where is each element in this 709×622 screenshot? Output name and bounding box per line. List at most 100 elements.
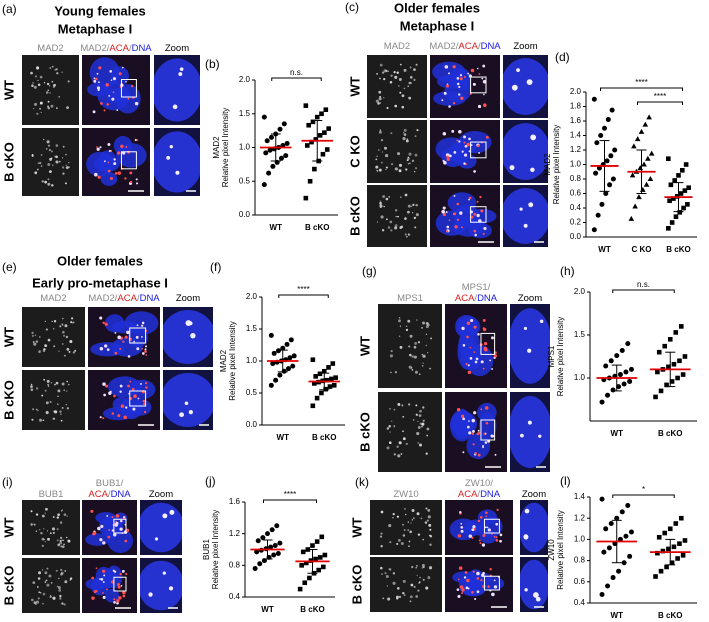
signal-dot bbox=[66, 348, 70, 351]
data-point bbox=[614, 515, 620, 521]
data-point bbox=[320, 151, 326, 157]
data-point bbox=[617, 372, 623, 378]
column-header: ACA/DNA bbox=[458, 489, 501, 500]
kinetochore bbox=[145, 381, 148, 385]
kinetochore bbox=[480, 579, 483, 582]
signal-dot bbox=[404, 217, 407, 220]
kinetochore bbox=[113, 162, 117, 166]
kinetochore bbox=[117, 585, 121, 589]
signal-dot bbox=[416, 574, 418, 577]
data-point bbox=[639, 186, 646, 192]
kinetochore bbox=[527, 420, 532, 425]
signal-dot bbox=[411, 369, 414, 371]
kinetochore bbox=[491, 368, 493, 370]
significance-bracket bbox=[278, 294, 329, 298]
signal-dot bbox=[403, 594, 406, 597]
data-point bbox=[669, 379, 675, 384]
row-label: WT bbox=[1, 327, 16, 347]
signal-dot bbox=[388, 441, 392, 444]
signal-dot bbox=[30, 510, 33, 513]
kinetochore bbox=[465, 163, 468, 166]
header-part: / bbox=[137, 293, 140, 304]
micrograph bbox=[445, 392, 507, 472]
header-part: / bbox=[478, 41, 481, 52]
signal-dot bbox=[66, 407, 69, 410]
signal-dot bbox=[381, 573, 383, 576]
kinetochore bbox=[136, 324, 139, 327]
signal-dot bbox=[415, 167, 418, 170]
dna-blob bbox=[466, 432, 491, 460]
kinetochore bbox=[443, 91, 447, 95]
significance-label: n.s. bbox=[290, 68, 303, 77]
data-point bbox=[268, 134, 274, 140]
signal-dot bbox=[41, 537, 45, 541]
signal-dot bbox=[383, 205, 385, 208]
kinetochore bbox=[99, 416, 102, 419]
y-tick-label: 0.6 bbox=[574, 577, 586, 586]
signal-dot bbox=[381, 71, 385, 74]
micrograph bbox=[22, 55, 79, 125]
micrograph bbox=[520, 557, 548, 612]
header-part: ZW10/ bbox=[465, 478, 493, 489]
signal-dot bbox=[66, 106, 69, 110]
kinetochore bbox=[442, 212, 447, 217]
panel-subtitle: Early pro-metaphase I bbox=[32, 275, 168, 290]
panel-label: (h) bbox=[560, 264, 575, 278]
kinetochore bbox=[126, 330, 130, 335]
signal-dot bbox=[393, 425, 396, 428]
kinetochore bbox=[110, 79, 113, 81]
data-point bbox=[683, 162, 689, 167]
data-point bbox=[313, 556, 318, 562]
signal-dot bbox=[53, 83, 56, 87]
signal-dot bbox=[394, 75, 398, 79]
image-bg bbox=[22, 55, 79, 125]
signal-dot bbox=[43, 138, 45, 141]
signal-dot bbox=[404, 508, 406, 510]
kinetochore bbox=[468, 431, 472, 435]
signal-dot bbox=[39, 161, 42, 165]
header-part: Zoom bbox=[165, 43, 189, 54]
kinetochore bbox=[104, 344, 108, 348]
kinetochore bbox=[472, 429, 475, 433]
signal-dot bbox=[408, 540, 411, 543]
header-part: DNA bbox=[111, 489, 132, 500]
signal-dot bbox=[379, 200, 382, 202]
kinetochore bbox=[479, 542, 482, 545]
signal-dot bbox=[380, 139, 384, 142]
kinetochore bbox=[480, 209, 484, 213]
signal-dot bbox=[40, 165, 43, 167]
signal-dot bbox=[39, 107, 42, 110]
signal-dot bbox=[418, 414, 422, 417]
data-point bbox=[323, 107, 329, 112]
kinetochore bbox=[478, 539, 481, 542]
dna-blob bbox=[510, 396, 550, 468]
signal-dot bbox=[399, 91, 402, 94]
signal-dot bbox=[394, 209, 398, 212]
kinetochore bbox=[461, 326, 465, 331]
signal-dot bbox=[400, 453, 403, 455]
kinetochore bbox=[463, 162, 466, 165]
dna-blob bbox=[163, 310, 213, 364]
signal-dot bbox=[49, 85, 51, 87]
data-point bbox=[609, 107, 615, 113]
kinetochore bbox=[114, 172, 118, 175]
x-tick-label: B cKO bbox=[305, 223, 329, 232]
y-tick-label: 0.2 bbox=[570, 218, 582, 227]
dna-blob bbox=[465, 344, 494, 377]
y-tick-label: 2.0 bbox=[574, 287, 586, 296]
signal-dot bbox=[379, 63, 383, 67]
data-point bbox=[310, 543, 315, 548]
data-point bbox=[603, 526, 609, 532]
y-axis-label: MAD2 bbox=[219, 349, 228, 372]
signal-dot bbox=[392, 513, 395, 516]
signal-dot bbox=[37, 597, 40, 600]
signal-dot bbox=[397, 152, 401, 156]
data-point bbox=[255, 538, 261, 544]
signal-dot bbox=[47, 89, 49, 91]
dna-blob bbox=[128, 379, 156, 400]
kinetochore bbox=[446, 155, 450, 159]
signal-dot bbox=[40, 111, 42, 113]
signal-dot bbox=[397, 454, 401, 458]
signal-dot bbox=[39, 529, 41, 531]
data-point bbox=[627, 378, 633, 384]
